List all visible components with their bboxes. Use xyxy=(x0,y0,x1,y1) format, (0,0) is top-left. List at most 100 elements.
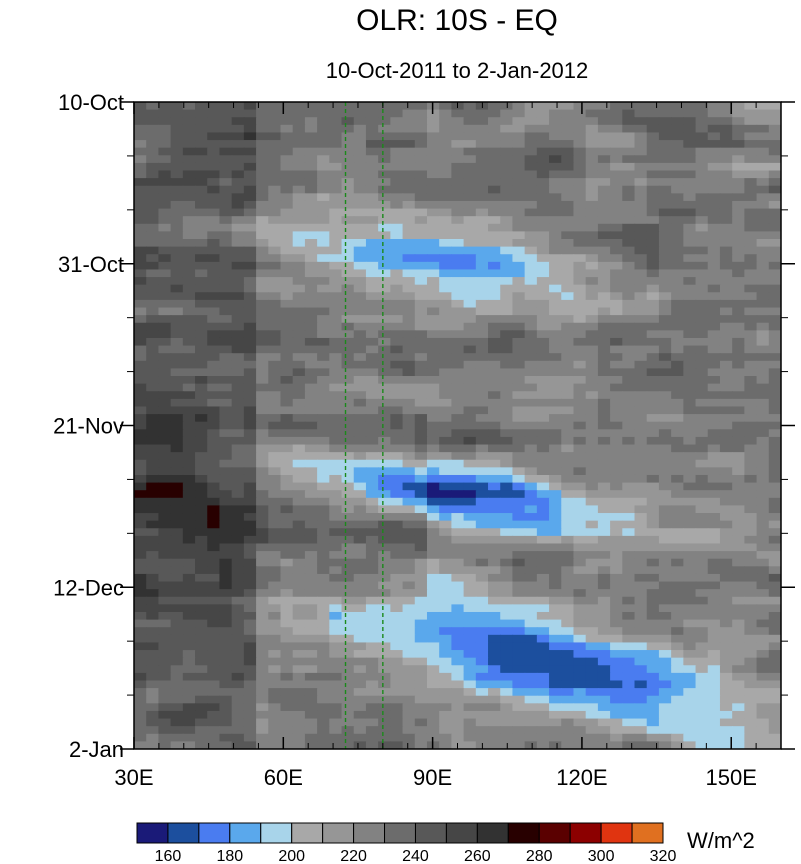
olr-cell xyxy=(439,543,452,552)
olr-cell xyxy=(353,269,367,278)
olr-cell xyxy=(341,467,355,476)
olr-cell xyxy=(671,261,684,271)
olr-cell xyxy=(707,513,721,522)
olr-cell xyxy=(158,710,172,720)
olr-cell xyxy=(134,124,147,134)
olr-cell xyxy=(378,718,391,727)
olr-cell xyxy=(134,269,147,278)
colorbar-label: 160 xyxy=(155,848,182,864)
olr-cell xyxy=(219,520,233,529)
olr-cell xyxy=(524,421,538,430)
olr-cell xyxy=(475,604,489,613)
olr-cell xyxy=(134,703,147,712)
olr-cell xyxy=(378,315,391,324)
olr-cell xyxy=(378,330,391,339)
olr-cell xyxy=(182,429,196,438)
olr-cell xyxy=(134,231,147,240)
olr-cell xyxy=(195,246,208,255)
olr-cell xyxy=(170,665,184,674)
olr-cell xyxy=(207,474,221,484)
colorbar-swatch xyxy=(445,822,478,844)
olr-cell xyxy=(597,619,611,628)
olr-cell xyxy=(683,124,697,134)
olr-cell xyxy=(671,132,684,141)
olr-cell xyxy=(536,558,550,567)
olr-cell xyxy=(170,353,184,362)
olr-cell xyxy=(695,551,709,560)
olr-cell xyxy=(414,330,428,339)
olr-cell xyxy=(658,368,672,377)
olr-cell xyxy=(671,322,684,331)
olr-cell xyxy=(573,162,587,172)
olr-cell xyxy=(683,368,697,377)
olr-cell xyxy=(683,566,697,575)
olr-cell xyxy=(524,140,538,149)
olr-cell xyxy=(719,741,733,749)
olr-cell xyxy=(475,551,489,560)
olr-cell xyxy=(170,710,184,720)
olr-cell xyxy=(231,505,245,514)
olr-cell xyxy=(365,330,379,339)
olr-cell xyxy=(268,292,282,301)
olr-cell xyxy=(170,558,184,567)
olr-cell xyxy=(341,284,355,293)
olr-cell xyxy=(414,398,428,408)
olr-cell xyxy=(658,459,672,468)
olr-cell xyxy=(170,436,184,446)
olr-cell xyxy=(622,566,636,575)
olr-cell xyxy=(707,619,721,628)
olr-cell xyxy=(561,140,575,149)
olr-cell xyxy=(524,482,538,491)
olr-cell xyxy=(744,162,758,172)
olr-cell xyxy=(378,581,391,590)
olr-cell xyxy=(768,581,781,590)
olr-cell xyxy=(207,140,221,149)
olr-cell xyxy=(475,436,489,446)
olr-cell xyxy=(744,132,758,141)
olr-cell xyxy=(610,376,623,385)
olr-cell xyxy=(353,170,367,179)
olr-cell xyxy=(634,337,648,347)
olr-cell xyxy=(488,337,501,347)
olr-cell xyxy=(475,239,489,248)
olr-cell xyxy=(426,124,440,134)
olr-cell xyxy=(695,322,709,331)
olr-cell xyxy=(414,611,428,621)
olr-cell xyxy=(414,741,428,749)
olr-cell xyxy=(439,596,452,605)
olr-cell xyxy=(744,398,758,408)
olr-cell xyxy=(646,383,660,392)
olr-cell xyxy=(622,528,636,537)
olr-cell xyxy=(439,436,452,446)
olr-cell xyxy=(329,642,343,651)
olr-cell xyxy=(695,170,709,179)
olr-cell xyxy=(329,360,343,370)
olr-cell xyxy=(414,733,428,742)
olr-cell xyxy=(756,239,770,248)
olr-cell xyxy=(146,444,160,453)
olr-cell xyxy=(500,589,514,598)
olr-cell xyxy=(439,239,452,248)
olr-cell xyxy=(426,596,440,605)
olr-cell xyxy=(561,254,575,263)
olr-cell xyxy=(744,406,758,415)
olr-cell xyxy=(329,337,343,347)
olr-cell xyxy=(292,299,306,309)
olr-cell xyxy=(646,140,660,149)
olr-cell xyxy=(634,513,648,522)
olr-cell xyxy=(426,436,440,446)
olr-cell xyxy=(475,718,489,727)
olr-cell xyxy=(402,619,416,628)
olr-cell xyxy=(549,322,562,331)
olr-cell xyxy=(585,368,599,377)
olr-cell xyxy=(695,490,709,499)
olr-cell xyxy=(390,299,404,309)
olr-cell xyxy=(182,337,196,347)
olr-cell xyxy=(231,322,245,331)
olr-cell xyxy=(365,634,379,644)
olr-cell xyxy=(536,672,550,682)
olr-cell xyxy=(243,208,257,217)
olr-cell xyxy=(280,124,294,134)
olr-cell xyxy=(378,505,391,514)
olr-cell xyxy=(536,573,550,583)
